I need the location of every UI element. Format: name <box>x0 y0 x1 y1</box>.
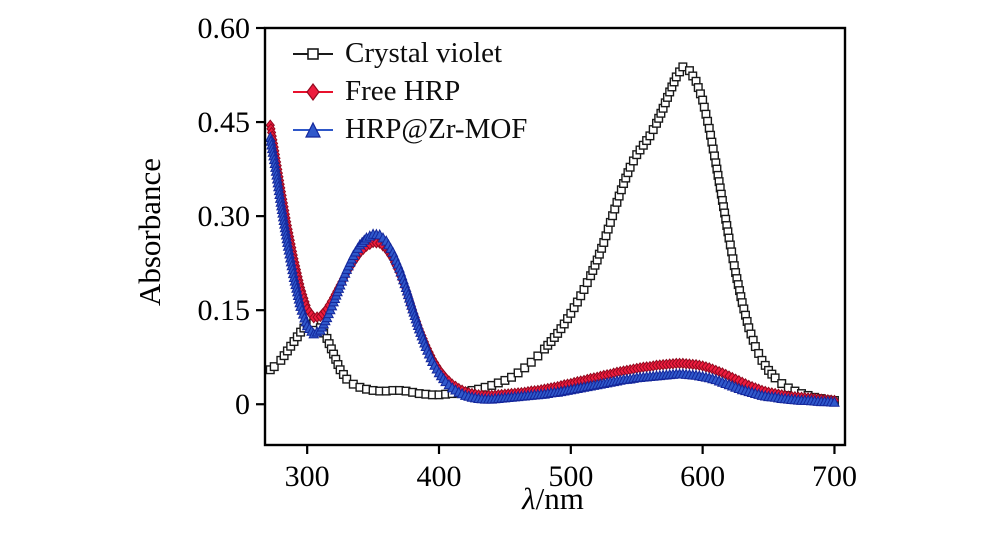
y-axis-title: Absorbance <box>132 157 167 307</box>
marker-crystal-violet <box>513 368 523 378</box>
y-axis-tick-label: 0 <box>235 388 250 421</box>
legend-item-hrp-zr-mof: HRP@Zr-MOF <box>290 112 527 147</box>
x-axis-tick-label: 700 <box>812 460 857 493</box>
marker-crystal-violet <box>770 373 780 383</box>
y-axis-tick-label: 0.15 <box>198 294 251 327</box>
x-axis-title-symbol: λ <box>522 481 536 516</box>
legend-label-free-hrp: Free HRP <box>345 75 461 107</box>
x-axis-tick-label: 400 <box>417 460 462 493</box>
legend-item-free-hrp: Free HRP <box>290 74 527 109</box>
legend: Crystal violet Free HRP HRP@Zr-MOF <box>290 36 527 147</box>
marker-crystal-violet <box>269 362 279 372</box>
marker-crystal-violet <box>533 351 543 361</box>
x-axis-title: λ/nm <box>522 481 584 517</box>
legend-item-crystal-violet: Crystal violet <box>290 36 527 71</box>
legend-label-crystal-violet: Crystal violet <box>345 37 503 69</box>
legend-label-hrp-zr-mof: HRP@Zr-MOF <box>345 113 528 145</box>
triangle-marker-icon <box>293 121 333 138</box>
square-marker-icon <box>293 47 333 60</box>
marker-crystal-violet <box>520 363 530 373</box>
diamond-marker-icon <box>293 82 333 101</box>
marker-crystal-violet <box>342 374 352 384</box>
marker-crystal-violet <box>526 357 536 367</box>
x-axis-tick-label: 300 <box>285 460 330 493</box>
x-axis-tick-label: 500 <box>548 460 593 493</box>
x-axis-title-unit: /nm <box>535 481 584 516</box>
marker-hrp-zr-mof <box>829 396 840 407</box>
y-axis-tick-label: 0.45 <box>198 106 251 139</box>
plot-border <box>263 26 847 447</box>
y-axis-tick-label: 0.30 <box>198 200 251 233</box>
y-axis-tick-label: 0.60 <box>198 12 251 45</box>
x-axis-tick-label: 600 <box>680 460 725 493</box>
